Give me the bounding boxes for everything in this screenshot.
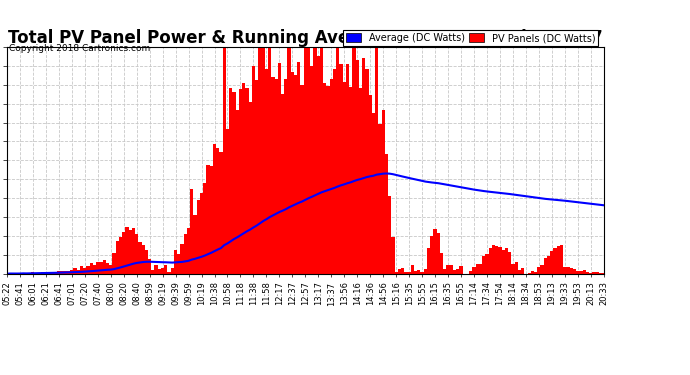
Title: Total PV Panel Power & Running Average Power Sun Jul 1 20:37: Total PV Panel Power & Running Average P…: [8, 29, 602, 47]
Text: Copyright 2018 Cartronics.com: Copyright 2018 Cartronics.com: [9, 44, 150, 52]
Legend: Average (DC Watts), PV Panels (DC Watts): Average (DC Watts), PV Panels (DC Watts): [343, 30, 598, 46]
